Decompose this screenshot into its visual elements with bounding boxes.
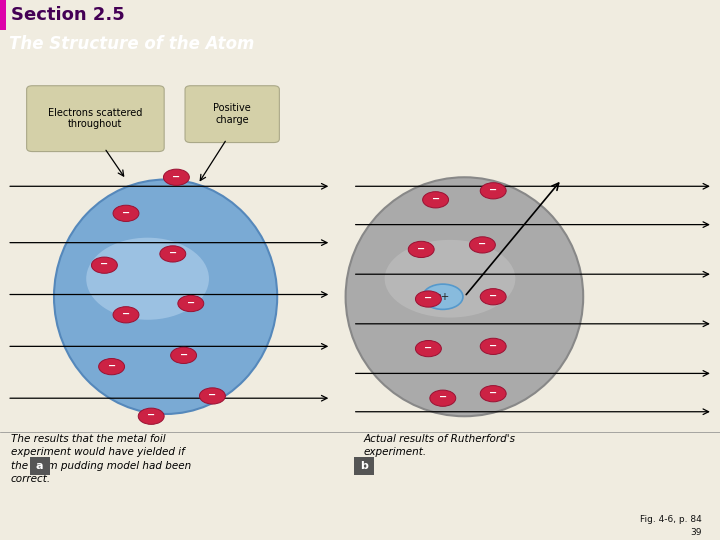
- Text: −: −: [122, 207, 130, 218]
- Circle shape: [199, 388, 225, 404]
- Text: −: −: [107, 361, 116, 371]
- Text: Fig. 4-6, p. 84: Fig. 4-6, p. 84: [640, 515, 702, 524]
- Text: −: −: [417, 244, 426, 253]
- Circle shape: [430, 390, 456, 406]
- Circle shape: [99, 359, 125, 375]
- Text: Actual results of Rutherford's
experiment.: Actual results of Rutherford's experimen…: [364, 434, 516, 457]
- Circle shape: [113, 205, 139, 221]
- FancyBboxPatch shape: [354, 457, 374, 475]
- Ellipse shape: [346, 177, 583, 416]
- Circle shape: [415, 291, 441, 307]
- Text: Electrons scattered
throughout: Electrons scattered throughout: [48, 108, 143, 130]
- Text: −: −: [100, 259, 109, 269]
- Text: −: −: [168, 248, 177, 258]
- Text: The Structure of the Atom: The Structure of the Atom: [9, 35, 254, 53]
- Text: a: a: [36, 461, 43, 471]
- Text: Section 2.5: Section 2.5: [11, 6, 125, 24]
- Ellipse shape: [54, 179, 277, 414]
- Text: −: −: [208, 390, 217, 400]
- Circle shape: [415, 341, 441, 357]
- Text: −: −: [147, 410, 156, 420]
- Text: −: −: [489, 291, 498, 301]
- Text: −: −: [122, 309, 130, 319]
- FancyBboxPatch shape: [27, 86, 164, 152]
- Text: −: −: [478, 239, 487, 249]
- Text: −: −: [424, 293, 433, 303]
- Text: −: −: [431, 194, 440, 204]
- Circle shape: [408, 241, 434, 258]
- Text: 39: 39: [690, 528, 702, 537]
- Text: −: −: [489, 185, 498, 195]
- Text: −: −: [438, 392, 447, 402]
- Circle shape: [138, 408, 164, 424]
- Circle shape: [160, 246, 186, 262]
- Circle shape: [91, 257, 117, 273]
- Circle shape: [171, 347, 197, 363]
- Ellipse shape: [86, 238, 209, 320]
- Circle shape: [163, 169, 189, 185]
- Circle shape: [423, 192, 449, 208]
- Circle shape: [480, 289, 506, 305]
- Text: n+: n+: [435, 292, 451, 302]
- Bar: [0, 0, 6, 30]
- Text: −: −: [489, 388, 498, 398]
- Text: −: −: [424, 343, 433, 353]
- Circle shape: [469, 237, 495, 253]
- Ellipse shape: [384, 240, 516, 318]
- Circle shape: [113, 307, 139, 323]
- Circle shape: [480, 183, 506, 199]
- Text: The results that the metal foil
experiment would have yielded if
the plum puddin: The results that the metal foil experime…: [11, 434, 191, 484]
- Text: b: b: [360, 461, 367, 471]
- Circle shape: [178, 295, 204, 312]
- Text: −: −: [489, 340, 498, 350]
- FancyBboxPatch shape: [30, 457, 50, 475]
- FancyBboxPatch shape: [185, 86, 279, 143]
- Text: −: −: [186, 298, 195, 308]
- Text: Positive
charge: Positive charge: [213, 103, 251, 125]
- Text: −: −: [179, 349, 188, 360]
- Text: −: −: [172, 171, 181, 181]
- Circle shape: [480, 338, 506, 354]
- Circle shape: [480, 386, 506, 402]
- Circle shape: [423, 284, 463, 309]
